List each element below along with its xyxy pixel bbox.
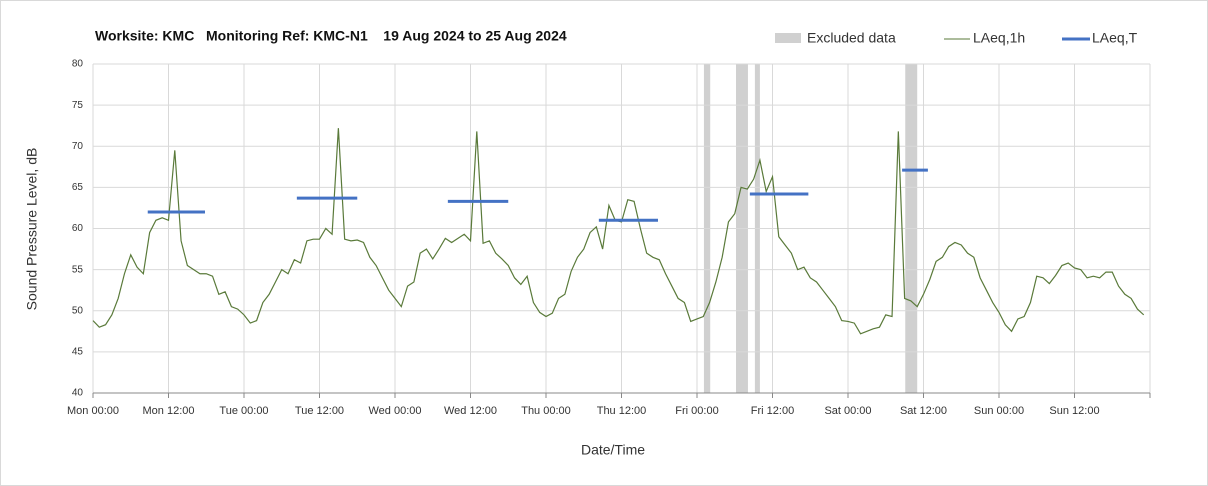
y-tick-label: 55 [72, 264, 84, 275]
y-tick-label: 40 [72, 388, 84, 399]
x-tick-label: Fri 12:00 [751, 405, 794, 417]
y-tick-label: 45 [72, 347, 84, 358]
y-tick-label: 65 [72, 182, 84, 193]
legend-label: LAeq,T [1092, 30, 1138, 46]
y-tick-label: 80 [72, 59, 84, 70]
x-tick-label: Fri 00:00 [675, 405, 718, 417]
legend-label: LAeq,1h [973, 30, 1025, 46]
legend-label: Excluded data [807, 30, 896, 46]
x-tick-label: Tue 00:00 [219, 405, 268, 417]
x-axis-label: Date/Time [581, 442, 645, 458]
chart-title: Worksite: KMC Monitoring Ref: KMC-N1 19 … [95, 28, 567, 44]
x-tick-label: Mon 00:00 [67, 405, 119, 417]
x-tick-label: Sun 12:00 [1049, 405, 1099, 417]
x-tick-label: Tue 12:00 [295, 405, 344, 417]
y-tick-label: 50 [72, 305, 84, 316]
x-tick-label: Wed 12:00 [444, 405, 497, 417]
x-tick-label: Mon 12:00 [143, 405, 195, 417]
x-tick-label: Thu 00:00 [521, 405, 571, 417]
x-tick-label: Sat 00:00 [824, 405, 871, 417]
x-tick-label: Thu 12:00 [597, 405, 647, 417]
x-tick-label: Wed 00:00 [368, 405, 421, 417]
y-axis-label: Sound Pressure Level, dB [24, 148, 40, 311]
x-tick-label: Sat 12:00 [900, 405, 947, 417]
y-tick-label: 60 [72, 223, 84, 234]
x-tick-label: Sun 00:00 [974, 405, 1024, 417]
y-tick-label: 75 [72, 100, 84, 111]
legend-swatch-excluded [775, 33, 801, 43]
y-tick-label: 70 [72, 141, 84, 152]
